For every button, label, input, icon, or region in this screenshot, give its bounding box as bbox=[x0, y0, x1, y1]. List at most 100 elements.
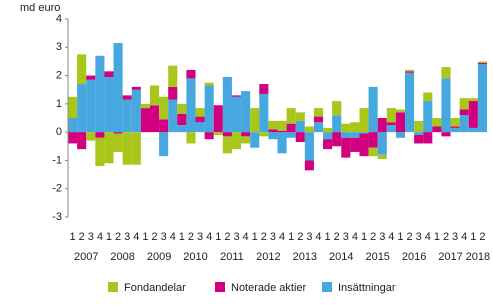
x-tick-label: 4 bbox=[206, 231, 212, 243]
bar-segment bbox=[368, 147, 378, 157]
bar-segment bbox=[104, 71, 114, 77]
bar-segment bbox=[177, 113, 187, 126]
x-tick-label: 4 bbox=[170, 231, 176, 243]
x-tick-label: 3 bbox=[233, 231, 239, 243]
bar-segment bbox=[277, 120, 287, 131]
x-tick-label: 1 bbox=[470, 231, 476, 243]
bar-segment bbox=[423, 101, 433, 133]
bar-segment bbox=[268, 129, 278, 133]
bar-segment bbox=[368, 86, 378, 133]
x-tick-label: 4 bbox=[352, 231, 358, 243]
bar-segment bbox=[350, 132, 360, 138]
bar-segment bbox=[477, 61, 487, 63]
x-tick-label: 1 bbox=[325, 231, 331, 243]
legend-label: Fondandelar bbox=[124, 282, 186, 294]
bar-segment bbox=[441, 67, 451, 79]
bar-segment bbox=[241, 91, 251, 133]
y-tick-label: 1 bbox=[56, 98, 62, 110]
x-tick-label: 4 bbox=[279, 231, 285, 243]
bar-segment bbox=[213, 132, 223, 135]
legend-label: Noterade aktier bbox=[231, 282, 307, 294]
bar-segment bbox=[386, 125, 396, 133]
bar-segment bbox=[332, 101, 342, 116]
x-group-label: 2015 bbox=[365, 251, 389, 263]
bar-segment bbox=[95, 132, 105, 138]
y-tick-label: 2 bbox=[56, 69, 62, 81]
bar-segment bbox=[86, 79, 96, 133]
x-group-label: 2008 bbox=[110, 251, 134, 263]
bar-segment bbox=[377, 132, 387, 155]
bar-segment bbox=[68, 96, 78, 118]
bar-segment bbox=[332, 115, 342, 133]
x-tick-label: 1 bbox=[434, 231, 440, 243]
bar-segment bbox=[395, 109, 406, 113]
bar-segment bbox=[168, 65, 178, 87]
bar-segment bbox=[341, 123, 351, 133]
bar-segment bbox=[77, 84, 87, 133]
bar-segment bbox=[149, 105, 160, 133]
bar-segment bbox=[68, 118, 78, 133]
bar-segment bbox=[131, 86, 141, 90]
y-tick-label: 3 bbox=[56, 41, 62, 53]
bar-segment bbox=[350, 137, 360, 152]
y-tick-label: 0 bbox=[56, 126, 62, 138]
x-group-label: 2013 bbox=[293, 251, 317, 263]
x-tick-label: 2 bbox=[261, 231, 267, 243]
bar-segment bbox=[122, 95, 132, 100]
legend-swatch bbox=[322, 282, 332, 292]
bar-segment bbox=[149, 85, 160, 106]
legend-swatch bbox=[108, 282, 118, 292]
x-tick-label: 2 bbox=[224, 231, 230, 243]
bar-segment bbox=[477, 64, 487, 133]
x-tick-label: 2 bbox=[188, 231, 194, 243]
bar-segment bbox=[213, 105, 223, 133]
bar-segment bbox=[359, 133, 369, 157]
bar-segment bbox=[250, 108, 260, 133]
x-tick-label: 2 bbox=[297, 231, 303, 243]
bar-segment bbox=[477, 62, 487, 65]
x-tick-label: 3 bbox=[161, 231, 167, 243]
bar-segment bbox=[405, 71, 415, 73]
x-tick-label: 1 bbox=[288, 231, 294, 243]
bar-segment bbox=[441, 132, 451, 137]
bar-segment bbox=[441, 78, 451, 133]
x-tick-label: 2 bbox=[79, 231, 85, 243]
bar-segment bbox=[414, 134, 424, 144]
x-tick-label: 3 bbox=[452, 231, 458, 243]
x-tick-label: 4 bbox=[461, 231, 467, 243]
bar-segment bbox=[231, 132, 242, 150]
bar-segment bbox=[222, 132, 232, 137]
bar-segment bbox=[304, 126, 314, 133]
bar-segment bbox=[204, 82, 214, 86]
bar-segment bbox=[241, 132, 251, 137]
bar-segment bbox=[186, 78, 196, 133]
bar-segment bbox=[222, 76, 232, 133]
bar-segment bbox=[332, 132, 342, 147]
bar-segment bbox=[450, 127, 460, 133]
x-tick-label: 4 bbox=[315, 231, 321, 243]
bar-segment bbox=[395, 112, 406, 133]
bar-segment bbox=[268, 120, 278, 130]
bar-segment bbox=[195, 116, 205, 123]
bar-segment bbox=[323, 127, 333, 133]
x-tick-label: 3 bbox=[88, 231, 94, 243]
x-group-label: 2009 bbox=[147, 251, 171, 263]
bar-segment bbox=[104, 132, 114, 164]
bar-segment bbox=[450, 118, 460, 127]
x-tick-label: 3 bbox=[197, 231, 203, 243]
x-tick-label: 1 bbox=[397, 231, 403, 243]
bar-segment bbox=[414, 120, 424, 133]
y-tick-label: -2 bbox=[52, 183, 62, 195]
x-tick-label: 1 bbox=[179, 231, 185, 243]
x-group-label: 2010 bbox=[183, 251, 207, 263]
bar-segment bbox=[204, 85, 214, 133]
bar-segment bbox=[231, 96, 242, 133]
x-tick-label: 2 bbox=[151, 231, 157, 243]
bar-segment bbox=[313, 116, 324, 123]
bar-segment bbox=[459, 115, 469, 133]
bar-segment bbox=[86, 132, 96, 141]
y-tick-label: -3 bbox=[52, 211, 62, 223]
bar-segment bbox=[377, 118, 387, 133]
x-group-label: 2016 bbox=[402, 251, 426, 263]
bar-segment bbox=[304, 132, 314, 161]
